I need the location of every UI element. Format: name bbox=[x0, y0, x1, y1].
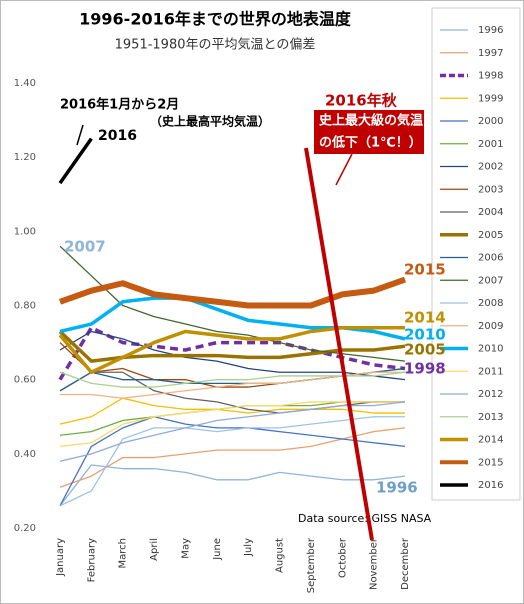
series-line bbox=[59, 371, 406, 388]
series-label: 2015 bbox=[404, 261, 446, 279]
legend-label: 1998 bbox=[478, 71, 503, 82]
annotation: （史上最高平均気温） bbox=[150, 114, 270, 129]
x-tick-label: February bbox=[86, 538, 97, 582]
chart-subtitle: 1951-1980年の平均気温との偏差 bbox=[115, 37, 316, 53]
x-tick-label: December bbox=[400, 537, 411, 590]
chart-title: 1996-2016年までの世界の地表温度 bbox=[79, 10, 352, 29]
legend-label: 2001 bbox=[478, 139, 503, 150]
x-tick-label: July bbox=[243, 538, 254, 557]
series-line bbox=[59, 397, 405, 425]
y-tick-label: 0.40 bbox=[14, 449, 36, 460]
series-line bbox=[59, 330, 406, 381]
y-tick-label: 0.20 bbox=[14, 523, 36, 534]
annotation: 2016年秋 bbox=[325, 92, 398, 110]
series-line bbox=[58, 276, 407, 309]
series-label: 2005 bbox=[404, 341, 446, 359]
legend-label: 1996 bbox=[478, 25, 503, 36]
y-tick-label: 1.40 bbox=[14, 78, 36, 89]
series-line bbox=[59, 416, 405, 507]
annotation: 2016年1月から2月 bbox=[60, 97, 179, 113]
legend-label: 2010 bbox=[478, 344, 503, 355]
series-label: 1996 bbox=[376, 479, 418, 497]
x-tick-label: April bbox=[149, 538, 160, 561]
x-tick-label: May bbox=[180, 538, 191, 559]
annotation: の低下（1℃！） bbox=[319, 135, 422, 151]
annotation-box bbox=[314, 110, 424, 154]
series-line bbox=[59, 416, 406, 507]
legend-label: 2000 bbox=[478, 116, 503, 127]
legend-label: 2013 bbox=[478, 412, 503, 423]
y-tick-label: 1.00 bbox=[14, 226, 36, 237]
series-label: 2007 bbox=[64, 238, 106, 256]
annotation: 史上最大級の気温 bbox=[319, 113, 423, 129]
legend-label: 2007 bbox=[478, 275, 503, 286]
legend-label: 2015 bbox=[478, 457, 503, 468]
x-tick-label: June bbox=[212, 538, 223, 561]
x-tick-label: September bbox=[306, 537, 317, 593]
x-tick-label: November bbox=[369, 537, 380, 590]
annotation: 2016 bbox=[98, 128, 137, 144]
series-label: 2010 bbox=[404, 326, 446, 344]
series-line bbox=[59, 245, 406, 362]
arrow bbox=[304, 147, 374, 541]
legend-label: 1997 bbox=[478, 48, 503, 59]
legend-label: 2004 bbox=[478, 207, 503, 218]
legend-box bbox=[431, 7, 521, 501]
legend-label: 2012 bbox=[478, 389, 503, 400]
legend-label: 2009 bbox=[478, 321, 503, 332]
legend-label: 2011 bbox=[478, 366, 503, 377]
y-tick-label: 0.60 bbox=[14, 375, 36, 386]
series-label: 1998 bbox=[404, 360, 446, 378]
legend-label: 2002 bbox=[478, 162, 503, 173]
x-tick-label: August bbox=[275, 538, 286, 573]
series-line bbox=[58, 326, 405, 374]
series-line bbox=[58, 137, 93, 185]
series-line bbox=[59, 427, 406, 488]
series-label: 2014 bbox=[404, 309, 446, 327]
annotation: Data source: GISS NASA bbox=[298, 512, 432, 525]
legend-label: 2008 bbox=[478, 298, 503, 309]
x-tick-label: March bbox=[118, 538, 129, 568]
x-tick-label: October bbox=[337, 537, 348, 578]
legend-label: 2006 bbox=[478, 253, 503, 264]
x-tick-label: January bbox=[55, 538, 66, 577]
legend-label: 2003 bbox=[478, 184, 503, 195]
y-tick-label: 1.20 bbox=[14, 152, 36, 163]
arrow bbox=[76, 124, 84, 146]
legend-label: 2016 bbox=[478, 480, 503, 491]
legend-label: 1999 bbox=[478, 93, 503, 104]
legend-label: 2005 bbox=[478, 230, 503, 241]
legend-label: 2014 bbox=[478, 435, 503, 446]
arrow bbox=[335, 153, 353, 186]
y-tick-label: 0.80 bbox=[14, 301, 36, 312]
plot: 0.20 0.40 0.60 0.80 1.00 1.20 1.40 January Febru… bbox=[14, 25, 504, 593]
series-line bbox=[59, 464, 406, 507]
